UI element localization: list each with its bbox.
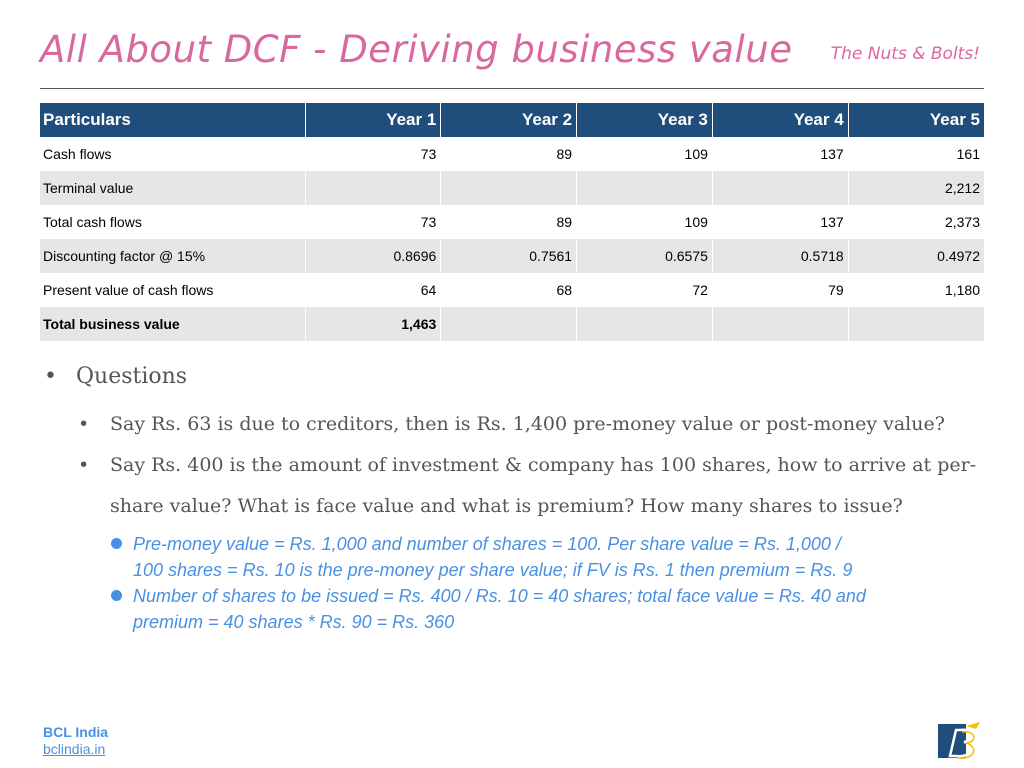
table-cell: 0.8696	[305, 239, 442, 273]
bcl-logo-icon	[938, 722, 980, 759]
question-item: Say Rs. 400 is the amount of investment …	[78, 445, 980, 527]
bullet-dot-icon	[111, 538, 122, 549]
table-row: Terminal value 2,212	[40, 171, 984, 205]
bullet-dot-icon	[111, 590, 122, 601]
answer-line: premium = 40 shares * Rs. 90 = Rs. 360	[133, 612, 455, 632]
table-cell	[712, 307, 849, 341]
header-year-2: Year 2	[440, 103, 578, 137]
row-label: Terminal value	[40, 171, 306, 205]
footer-brand: BCL India	[43, 724, 109, 740]
table-cell: 161	[956, 146, 980, 162]
answer-item: Number of shares to be issued = Rs. 400 …	[111, 583, 973, 635]
header-year-5: Year 5	[848, 103, 984, 137]
table-cell: 0.6575	[576, 239, 713, 273]
table-row: Discounting factor @ 15% 0.8696 0.7561 0…	[40, 239, 984, 273]
table-cell: 73	[305, 137, 442, 171]
table-cell: 79	[712, 273, 849, 307]
table-cell	[305, 171, 442, 205]
answer-list: Pre-money value = Rs. 1,000 and number o…	[111, 531, 973, 635]
answer-item: Pre-money value = Rs. 1,000 and number o…	[111, 531, 973, 583]
slide-tagline: The Nuts & Bolts!	[830, 44, 980, 64]
answer-line: Pre-money value = Rs. 1,000 and number o…	[133, 534, 841, 554]
answer-line: 100 shares = Rs. 10 is the pre-money per…	[133, 560, 853, 580]
header-year-4: Year 4	[712, 103, 849, 137]
title-divider	[40, 88, 984, 89]
table-cell: 0.7561	[440, 239, 578, 273]
bullet-list: Questions Say Rs. 63 is due to creditors…	[40, 360, 1000, 635]
row-label: Discounting factor @ 15%	[40, 239, 306, 273]
table-cell: 2,373	[944, 214, 980, 230]
table-cell	[712, 171, 849, 205]
table-row: Present value of cash flows 64 68 72 79 …	[40, 273, 984, 307]
table-cell: 0.5718	[712, 239, 849, 273]
header-year-3: Year 3	[576, 103, 713, 137]
table-row-total: Total business value 1,463	[40, 307, 984, 341]
table-cell: 89	[440, 137, 578, 171]
table-cell: 137	[712, 205, 849, 239]
table-cell	[848, 307, 984, 341]
table-cell: 2,212	[848, 171, 984, 205]
table-cell: 109	[576, 205, 713, 239]
table-cell: 73	[305, 205, 442, 239]
header-particulars: Particulars	[40, 103, 306, 137]
table-cell: 1,180	[944, 282, 980, 298]
answer-line: Number of shares to be issued = Rs. 400 …	[133, 586, 866, 606]
row-label: Total cash flows	[40, 205, 306, 239]
table-cell	[576, 171, 713, 205]
table-cell: 64	[305, 273, 442, 307]
row-label: Total business value	[40, 307, 306, 341]
table-cell: 109	[576, 137, 713, 171]
table-cell: 68	[440, 273, 578, 307]
slide-title: All About DCF - Deriving business value	[40, 28, 793, 71]
row-label: Present value of cash flows	[40, 273, 306, 307]
table-row: Cash flows 73 89 109 137 161	[40, 137, 984, 171]
footer-website-link[interactable]: bclindia.in	[43, 741, 106, 757]
table-cell: 89	[440, 205, 578, 239]
header-year-1: Year 1	[305, 103, 442, 137]
table-row: Total cash flows 73 89 109 137 2,373	[40, 205, 984, 239]
table-cell: 1,463	[305, 307, 442, 341]
table-cell: 72	[576, 273, 713, 307]
table-cell	[440, 171, 578, 205]
question-item: Say Rs. 63 is due to creditors, then is …	[78, 404, 980, 445]
table-header-row: Particulars Year 1 Year 2 Year 3 Year 4 …	[40, 103, 984, 137]
table-cell: 137	[712, 137, 849, 171]
row-label: Cash flows	[40, 137, 306, 171]
dcf-table: Particulars Year 1 Year 2 Year 3 Year 4 …	[40, 103, 984, 341]
table-cell: 0.4972	[848, 239, 984, 273]
bullet-heading: Questions	[40, 360, 1000, 394]
table-cell	[440, 307, 578, 341]
table-cell	[576, 307, 713, 341]
